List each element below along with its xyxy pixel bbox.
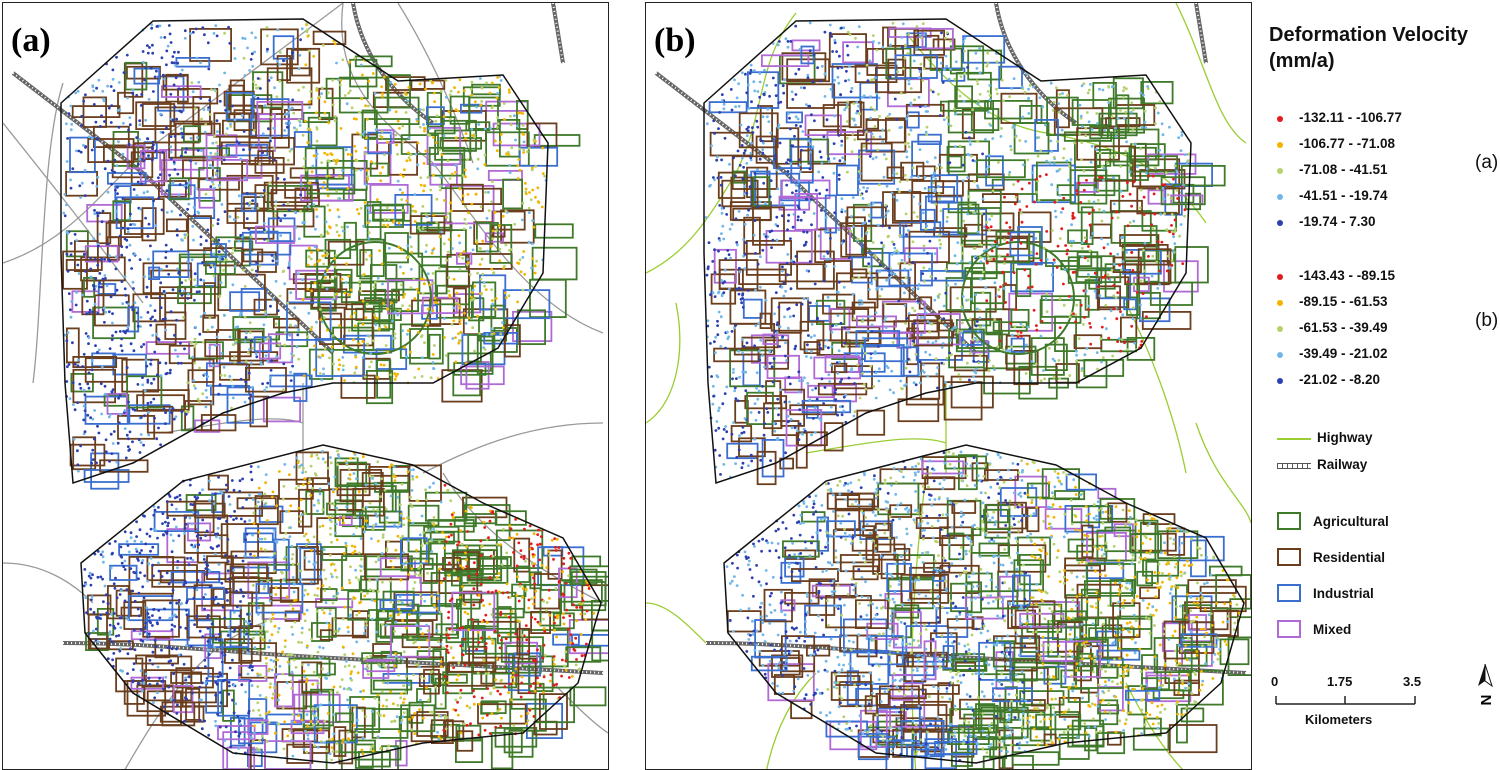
landuse-label: Agricultural [1313,514,1389,529]
velocity-dot [1277,326,1283,332]
velocity-dot [1277,116,1283,122]
scale-tick-0: 0 [1271,674,1279,689]
legend-title-unit: (mm/a) [1269,50,1335,72]
velocity-dot [1277,220,1283,226]
velocity-dot [1277,378,1283,384]
panel-label-a: (a) [9,22,53,59]
highway-label: Highway [1317,430,1373,445]
panel-label-b: (b) [652,22,698,59]
industrial-swatch-icon [1277,584,1301,602]
velocity-range: -106.77 - -71.08 [1299,136,1396,151]
legend-title: Deformation Velocity (mm/a) [1269,22,1468,74]
velocity-range: -143.43 - -89.15 [1299,268,1396,283]
mixed-swatch-icon [1277,620,1301,638]
north-label: N [1477,695,1494,706]
map-panel-a: (a) [2,2,609,770]
scale-unit: Kilometers [1305,712,1373,727]
velocity-range: -21.02 - -8.20 [1299,372,1381,387]
landuse-label: Industrial [1313,586,1374,601]
residential-swatch-icon [1277,548,1301,566]
velocity-range: -61.53 - -39.49 [1299,320,1388,335]
scale-bar: 0 1.75 3.5 Kilometers [1271,674,1435,734]
velocity-dot [1277,194,1283,200]
velocity-dot [1277,274,1283,280]
velocity-range: -89.15 - -61.53 [1299,294,1388,309]
railway-line-icon [1277,463,1311,469]
scale-bar-line [1275,696,1416,705]
velocity-range: -71.08 - -41.51 [1299,162,1388,177]
legend-title-line1: Deformation Velocity [1269,24,1468,46]
velocity-dot [1277,352,1283,358]
velocity-range: -41.51 - -19.74 [1299,188,1388,203]
scale-tick-1: 1.75 [1327,674,1353,689]
landuse-label: Mixed [1313,622,1352,637]
highway-line-icon [1277,438,1311,440]
map-canvas-a [3,3,608,769]
legend-group-tag-b: (b) [1475,310,1499,331]
velocity-range: -39.49 - -21.02 [1299,346,1388,361]
north-arrow-icon: N [1473,660,1497,720]
velocity-dot [1277,142,1283,148]
scale-tick-2: 3.5 [1403,674,1422,689]
railway-label: Railway [1317,457,1368,472]
landuse-label: Residential [1313,550,1386,565]
velocity-range: -19.74 - 7.30 [1299,214,1376,229]
map-canvas-b [646,3,1251,769]
legend-group-tag-a: (a) [1475,152,1499,173]
map-legend: Deformation Velocity (mm/a) -132.11 - -1… [1255,0,1500,770]
velocity-dot [1277,168,1283,174]
map-panel-b: (b) [645,2,1252,770]
agricultural-swatch-icon [1277,512,1301,530]
velocity-range: -132.11 - -106.77 [1299,110,1402,125]
velocity-dot [1277,300,1283,306]
